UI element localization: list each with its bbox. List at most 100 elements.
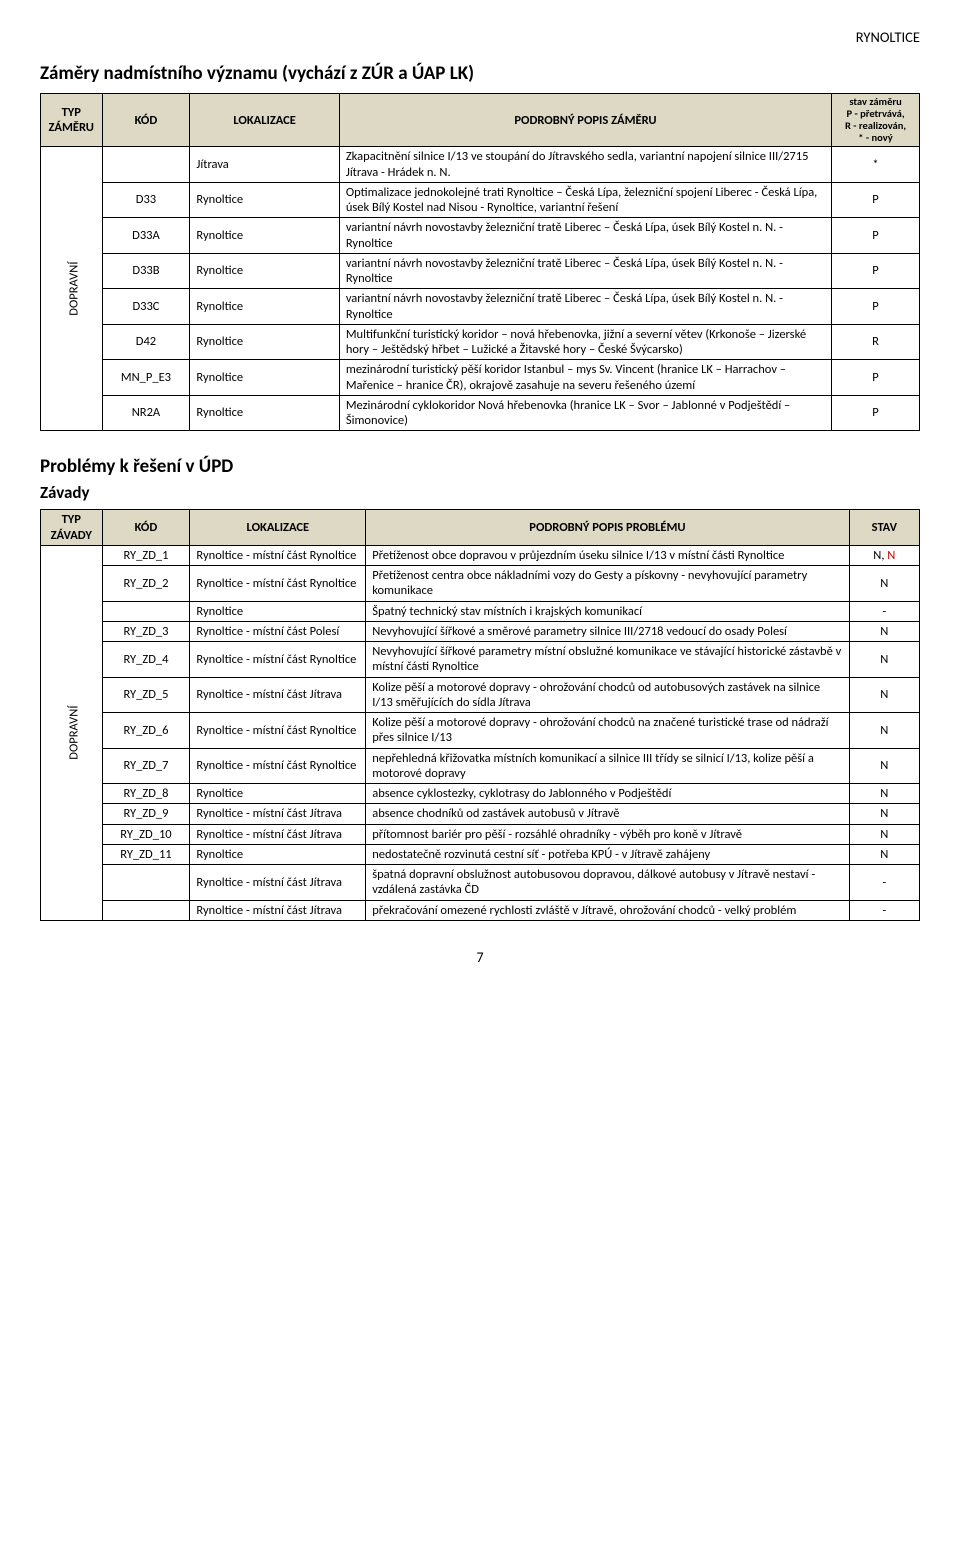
cell-lok: Rynoltice [190, 218, 339, 254]
cell-stav: P [832, 395, 920, 431]
cell-stav: N [849, 824, 919, 844]
typ-label: DOPRAVNÍ [66, 706, 81, 760]
th-popis: PODROBNÝ POPIS ZÁMĚRU [339, 94, 831, 147]
cell-lok: Jítrava [190, 147, 339, 183]
table-row: DOPRAVNÍRY_ZD_1Rynoltice - místní část R… [41, 545, 920, 565]
table-row: D33BRynolticevariantní návrh novostavby … [41, 253, 920, 289]
cell-popis: Přetíženost centra obce nákladními vozy … [366, 566, 849, 602]
cell-lok: Rynoltice - místní část Rynoltice [190, 713, 366, 749]
cell-lok: Rynoltice - místní část Polesí [190, 621, 366, 641]
table-row: D33CRynolticevariantní návrh novostavby … [41, 289, 920, 325]
cell-kod [102, 601, 190, 621]
cell-stav: P [832, 218, 920, 254]
table-row: RY_ZD_6Rynoltice - místní část Rynoltice… [41, 713, 920, 749]
table-row: MN_P_E3Rynolticemezinárodní turistický p… [41, 360, 920, 396]
cell-lok: Rynoltice [190, 324, 339, 360]
cell-popis: Zkapacitnění silnice I/13 ve stoupání do… [339, 147, 831, 183]
cell-stav: P [832, 253, 920, 289]
cell-kod: RY_ZD_8 [102, 784, 190, 804]
stav-l4: * - nový [858, 131, 892, 144]
cell-kod [102, 865, 190, 901]
th2-stav: STAV [849, 510, 919, 546]
cell-stav: * [832, 147, 920, 183]
stav-l3: R - realizován, [845, 119, 906, 132]
cell-kod: RY_ZD_4 [102, 642, 190, 678]
cell-kod: RY_ZD_5 [102, 677, 190, 713]
stav-l1: stav záměru [849, 95, 901, 108]
cell-kod: MN_P_E3 [102, 360, 190, 396]
cell-kod: RY_ZD_2 [102, 566, 190, 602]
cell-popis: Špatný technický stav místních i krajský… [366, 601, 849, 621]
cell-lok: Rynoltice - místní část Rynoltice [190, 566, 366, 602]
cell-popis: Optimalizace jednokolejné trati Rynoltic… [339, 182, 831, 218]
cell-stav: R [832, 324, 920, 360]
cell-stav: N [849, 642, 919, 678]
cell-popis: Kolize pěší a motorové dopravy - ohrožov… [366, 713, 849, 749]
cell-kod: RY_ZD_1 [102, 545, 190, 565]
table-row: RY_ZD_9Rynoltice - místní část Jítravaab… [41, 804, 920, 824]
th2-lok: LOKALIZACE [190, 510, 366, 546]
cell-lok: Rynoltice - místní část Jítrava [190, 865, 366, 901]
table-zavady: TYP ZÁVADY KÓD LOKALIZACE PODROBNÝ POPIS… [40, 509, 920, 921]
th-kod: KÓD [102, 94, 190, 147]
cell-stav: N [849, 713, 919, 749]
cell-kod: NR2A [102, 395, 190, 431]
cell-popis: překračování omezené rychlosti zvláště v… [366, 900, 849, 920]
page-header: RYNOLTICE [40, 28, 920, 46]
section2-title: Problémy k řešení v ÚPD [40, 455, 920, 478]
cell-kod: RY_ZD_6 [102, 713, 190, 749]
cell-lok: Rynoltice [190, 360, 339, 396]
cell-popis: absence chodníků od zastávek autobusů v … [366, 804, 849, 824]
cell-kod [102, 147, 190, 183]
table-row: NR2ARynolticeMezinárodní cyklokoridor No… [41, 395, 920, 431]
cell-lok: Rynoltice - místní část Rynoltice [190, 642, 366, 678]
cell-lok: Rynoltice [190, 395, 339, 431]
cell-stav: P [832, 182, 920, 218]
cell-kod: RY_ZD_3 [102, 621, 190, 641]
table-row: RY_ZD_2Rynoltice - místní část Rynoltice… [41, 566, 920, 602]
cell-kod: D33C [102, 289, 190, 325]
cell-lok: Rynoltice - místní část Jítrava [190, 677, 366, 713]
table-row: RY_ZD_3Rynoltice - místní část PolesíNev… [41, 621, 920, 641]
cell-stav: N [849, 748, 919, 784]
cell-stav: N [849, 677, 919, 713]
th-stav: stav záměru P - přetrvává, R - realizová… [832, 94, 920, 147]
cell-lok: Rynoltice [190, 784, 366, 804]
stav-l2: P - přetrvává, [847, 107, 905, 120]
cell-stav: - [849, 865, 919, 901]
cell-stav: P [832, 289, 920, 325]
cell-popis: variantní návrh novostavby železniční tr… [339, 253, 831, 289]
cell-lok: Rynoltice [190, 289, 339, 325]
cell-lok: Rynoltice [190, 601, 366, 621]
cell-popis: Nevyhovující šířkové parametry místní ob… [366, 642, 849, 678]
cell-kod: RY_ZD_10 [102, 824, 190, 844]
cell-stav: N [849, 844, 919, 864]
cell-popis: variantní návrh novostavby železniční tr… [339, 289, 831, 325]
cell-popis: Nevyhovující šířkové a směrové parametry… [366, 621, 849, 641]
cell-lok: Rynoltice - místní část Rynoltice [190, 748, 366, 784]
cell-kod: D33B [102, 253, 190, 289]
table-row: Rynoltice - místní část Jítravapřekračov… [41, 900, 920, 920]
cell-lok: Rynoltice [190, 182, 339, 218]
cell-stav: - [849, 900, 919, 920]
cell-lok: Rynoltice - místní část Jítrava [190, 824, 366, 844]
typ-column: DOPRAVNÍ [41, 147, 103, 431]
cell-kod: RY_ZD_7 [102, 748, 190, 784]
table-row: RY_ZD_7Rynoltice - místní část Rynoltice… [41, 748, 920, 784]
cell-stav: - [849, 601, 919, 621]
cell-popis: nepřehledná křižovatka místních komunika… [366, 748, 849, 784]
page-number: 7 [40, 949, 920, 966]
table-row: D33ARynolticevariantní návrh novostavby … [41, 218, 920, 254]
table-row: Rynoltice - místní část Jítravašpatná do… [41, 865, 920, 901]
cell-kod [102, 900, 190, 920]
section1-title: Záměry nadmístního významu (vychází z ZÚ… [40, 62, 920, 85]
cell-stav: P [832, 360, 920, 396]
cell-lok: Rynoltice - místní část Jítrava [190, 804, 366, 824]
typ-column: DOPRAVNÍ [41, 545, 103, 920]
typ-label: DOPRAVNÍ [66, 262, 81, 316]
cell-popis: Mezinárodní cyklokoridor Nová hřebenovka… [339, 395, 831, 431]
th2-popis: PODROBNÝ POPIS PROBLÉMU [366, 510, 849, 546]
stav-red: N [887, 548, 895, 563]
cell-popis: Přetíženost obce dopravou v průjezdním ú… [366, 545, 849, 565]
cell-stav: N [849, 784, 919, 804]
